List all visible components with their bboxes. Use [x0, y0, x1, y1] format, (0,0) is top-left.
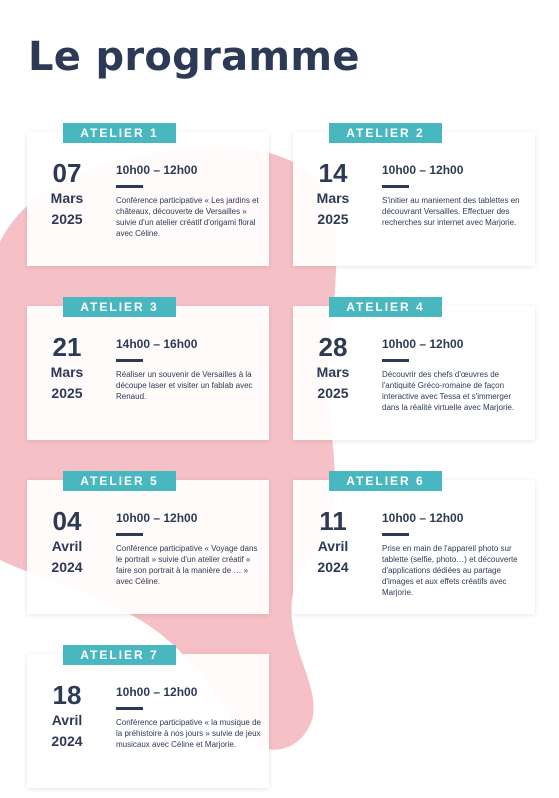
date-year: 2024 — [317, 559, 349, 575]
atelier-card-7: ATELIER 7 18 Avril 2024 10h00 – 12h00 Co… — [27, 645, 269, 788]
date-month: Mars — [50, 190, 84, 206]
date-year: 2025 — [317, 385, 349, 401]
date-month: Mars — [316, 364, 350, 380]
date-year: 2025 — [51, 385, 83, 401]
date-day: 21 — [52, 332, 82, 362]
atelier-time: 10h00 – 12h00 — [116, 163, 198, 177]
date-day: 04 — [52, 506, 82, 536]
atelier-date: 18 Avril 2024 — [37, 680, 97, 752]
atelier-description: Conférence participative « Les jardins e… — [116, 196, 259, 238]
divider — [382, 185, 409, 188]
atelier-badge: ATELIER 7 — [63, 645, 176, 665]
atelier-date: 21 Mars 2025 — [37, 332, 97, 404]
date-month: Avril — [51, 712, 83, 728]
atelier-description: S'initier au maniement des tablettes en … — [382, 196, 520, 227]
date-day: 14 — [318, 158, 348, 188]
atelier-badge: ATELIER 3 — [63, 297, 176, 317]
atelier-date: 28 Mars 2025 — [303, 332, 363, 404]
atelier-time: 10h00 – 12h00 — [382, 337, 464, 351]
atelier-badge: ATELIER 5 — [63, 471, 176, 491]
atelier-badge: ATELIER 4 — [329, 297, 442, 317]
atelier-time: 14h00 – 16h00 — [116, 337, 198, 351]
atelier-card-5: ATELIER 5 04 Avril 2024 10h00 – 12h00 Co… — [27, 471, 269, 614]
atelier-time: 10h00 – 12h00 — [116, 685, 198, 699]
atelier-card-6: ATELIER 6 11 Avril 2024 10h00 – 12h00 Pr… — [293, 471, 535, 614]
atelier-time: 10h00 – 12h00 — [116, 511, 198, 525]
atelier-description: Conférence participative « Voyage dans l… — [116, 544, 258, 586]
atelier-card-4: ATELIER 4 28 Mars 2025 10h00 – 12h00 Déc… — [293, 297, 535, 440]
date-month: Avril — [51, 538, 83, 554]
divider — [116, 707, 143, 710]
atelier-date: 14 Mars 2025 — [303, 158, 363, 230]
divider — [116, 533, 143, 536]
page-title: Le programme — [28, 34, 360, 80]
atelier-card-1: ATELIER 1 07 Mars 2025 10h00 – 12h00 Con… — [27, 123, 269, 266]
divider — [116, 359, 143, 362]
atelier-description: Découvrir des chefs d'œuvres de l'antiqu… — [382, 370, 515, 412]
atelier-date: 04 Avril 2024 — [37, 506, 97, 578]
atelier-description: Conférence participative « la musique de… — [116, 718, 261, 749]
date-year: 2025 — [317, 211, 349, 227]
atelier-badge: ATELIER 1 — [63, 123, 176, 143]
date-day: 11 — [319, 506, 347, 536]
date-day: 07 — [52, 158, 82, 188]
atelier-time: 10h00 – 12h00 — [382, 163, 464, 177]
date-day: 28 — [318, 332, 348, 362]
date-month: Avril — [317, 538, 349, 554]
atelier-badge: ATELIER 2 — [329, 123, 442, 143]
date-year: 2024 — [51, 733, 83, 749]
divider — [382, 533, 409, 536]
date-month: Mars — [316, 190, 350, 206]
atelier-badge: ATELIER 6 — [329, 471, 442, 491]
date-year: 2024 — [51, 559, 83, 575]
date-day: 18 — [52, 680, 82, 710]
atelier-card-2: ATELIER 2 14 Mars 2025 10h00 – 12h00 S'i… — [293, 123, 535, 266]
atelier-description: Prise en main de l'appareil photo sur ta… — [382, 544, 518, 597]
atelier-date: 11 Avril 2024 — [303, 506, 363, 578]
atelier-description: Réaliser un souvenir de Versailles à la … — [116, 370, 253, 401]
divider — [116, 185, 143, 188]
divider — [382, 359, 409, 362]
atelier-date: 07 Mars 2025 — [37, 158, 97, 230]
date-year: 2025 — [51, 211, 83, 227]
date-month: Mars — [50, 364, 84, 380]
atelier-time: 10h00 – 12h00 — [382, 511, 464, 525]
atelier-card-3: ATELIER 3 21 Mars 2025 14h00 – 16h00 Réa… — [27, 297, 269, 440]
